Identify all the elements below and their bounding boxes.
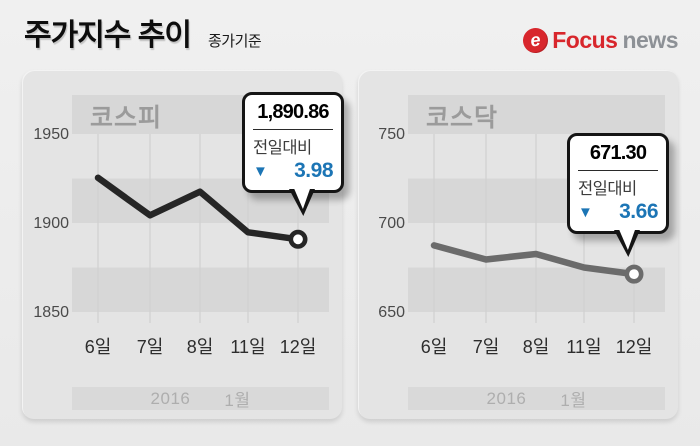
kosdaq-last-value: 671.30 <box>589 142 647 164</box>
x-axis-label: 7일 <box>137 337 164 357</box>
y-axis-label: 1900 <box>33 215 69 232</box>
change-label: 전일대비 <box>253 139 312 157</box>
kospi-callout: 1,890.86 전일대비 ▼ 3.98 <box>242 92 344 216</box>
index-line <box>430 242 638 278</box>
period-year: 2016 <box>486 388 527 408</box>
x-axis-label: 12일 <box>280 337 317 357</box>
period-month: 1월 <box>560 391 587 410</box>
x-axis-label: 8일 <box>523 337 550 357</box>
plot-stripe <box>408 95 665 134</box>
logo-brand-secondary: news <box>622 27 678 53</box>
last-point-marker <box>288 229 308 249</box>
period-bar: 2016 1월 <box>408 387 665 410</box>
callout-divider <box>253 129 333 130</box>
logo-brand-primary: Focus <box>552 27 618 53</box>
page-header: 주가지수 추이 종가기준 e Focus news <box>0 0 700 64</box>
y-axis-label: 650 <box>378 304 405 321</box>
callout-divider <box>578 170 658 171</box>
chart-title-kosdaq: 코스닥 <box>426 104 499 132</box>
down-triangle-icon: ▼ <box>253 162 268 180</box>
kosdaq-change-row: ▼ 3.66 <box>578 200 658 224</box>
last-point-marker <box>624 264 644 284</box>
page-title: 주가지수 추이 <box>24 19 192 52</box>
y-axis-label: 750 <box>378 126 405 143</box>
change-label: 전일대비 <box>578 180 637 198</box>
x-axis-label: 6일 <box>421 337 448 357</box>
x-axis-label: 12일 <box>616 337 653 357</box>
y-axis-label: 1950 <box>33 126 69 143</box>
kospi-last-value: 1,890.86 <box>257 101 329 123</box>
x-axis-label: 11일 <box>230 337 265 357</box>
kospi-chart-panel: 1950 1900 1850 6일 7일 8일 11일 12일 코스피 1,890.86 전일… <box>22 70 344 419</box>
period-bar: 2016 1월 <box>72 387 329 410</box>
x-axis-label: 11일 <box>566 337 601 357</box>
y-axis-label: 1850 <box>33 304 69 321</box>
kospi-change-value: 3.98 <box>294 159 333 182</box>
page-subtitle: 종가기준 <box>208 33 262 50</box>
down-triangle-icon: ▼ <box>578 203 593 221</box>
period-year: 2016 <box>150 388 191 408</box>
index-line <box>94 174 302 243</box>
x-axis-label: 8일 <box>187 337 214 357</box>
period-month: 1월 <box>224 391 251 410</box>
kospi-change-row: ▼ 3.98 <box>253 159 333 183</box>
focus-swirl-icon: e <box>521 26 550 55</box>
chart-title-kospi: 코스피 <box>90 104 163 132</box>
focus-news-logo: e Focus news <box>521 26 678 55</box>
x-axis-label: 7일 <box>473 337 500 357</box>
y-axis-label: 700 <box>378 215 405 232</box>
kosdaq-change-value: 3.66 <box>619 200 658 223</box>
kosdaq-chart-panel: 750 700 650 6일 7일 8일 11일 12일 코스닥 671.30 전일대비 ▼ … <box>358 70 678 419</box>
x-axis-label: 6일 <box>85 337 112 357</box>
kosdaq-callout: 671.30 전일대비 ▼ 3.66 <box>567 133 669 257</box>
